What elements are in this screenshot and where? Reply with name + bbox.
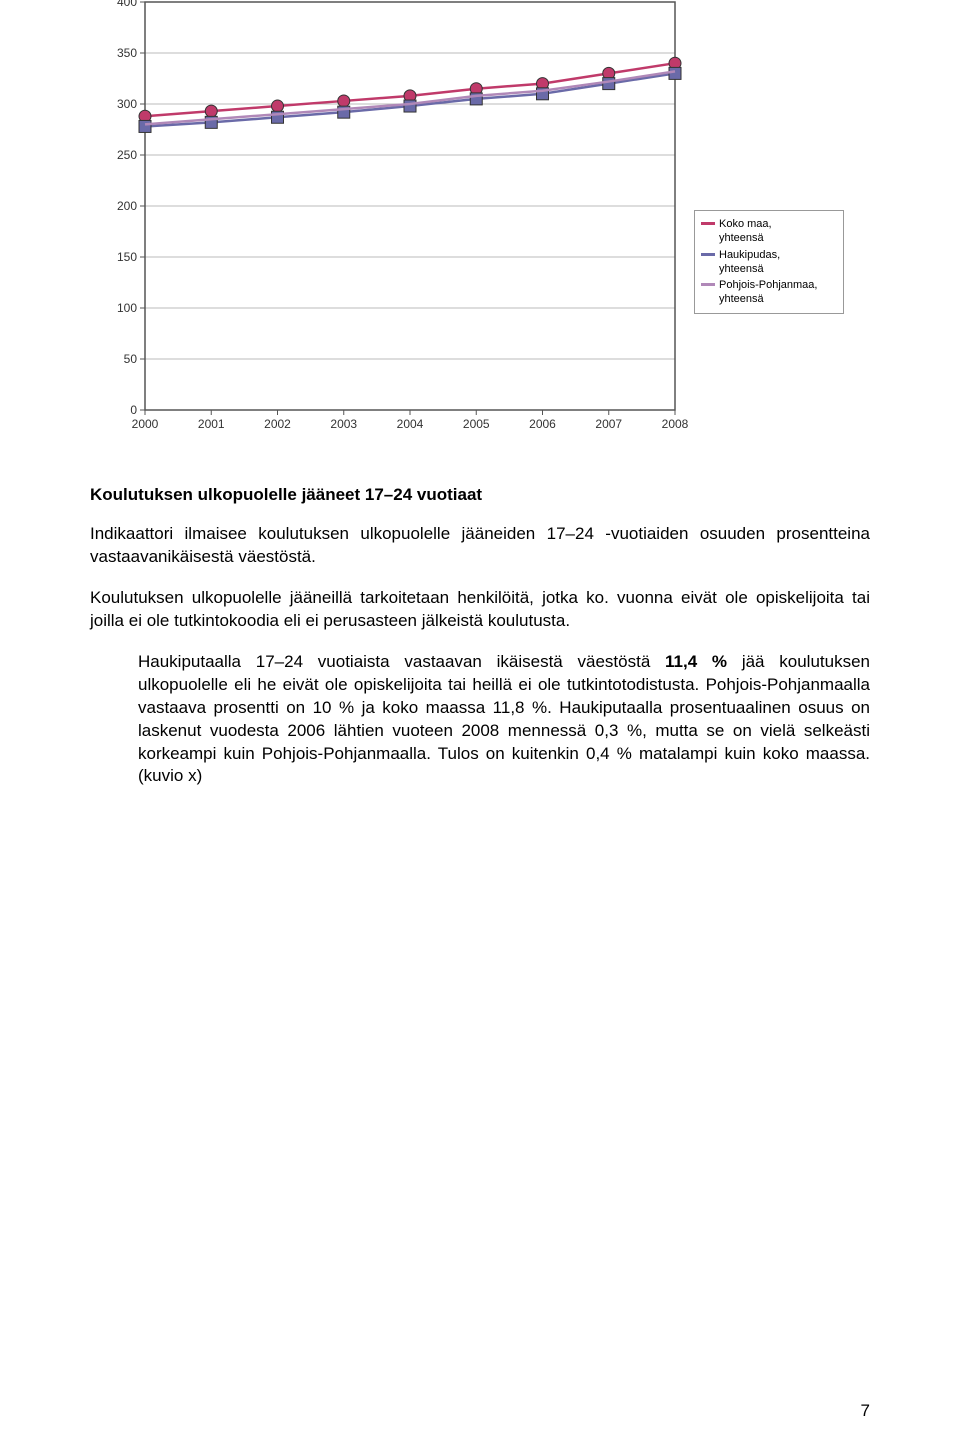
p3-pre: Haukiputaalla 17–24 vuotiaista vastaavan… [138, 652, 665, 671]
paragraph-1: Indikaattori ilmaisee koulutuksen ulkopu… [90, 523, 870, 569]
svg-text:150: 150 [117, 250, 137, 264]
svg-text:2002: 2002 [264, 417, 291, 431]
svg-text:350: 350 [117, 46, 137, 60]
legend-label: Pohjois-Pohjanmaa, yhteensä [719, 278, 817, 307]
section-heading: Koulutuksen ulkopuolelle jääneet 17–24 v… [90, 485, 870, 505]
legend-label: Koko maa, yhteensä [719, 217, 772, 246]
p3-bold-value: 11,4 % [665, 652, 727, 671]
svg-text:100: 100 [117, 301, 137, 315]
paragraph-3: Haukiputaalla 17–24 vuotiaista vastaavan… [138, 651, 870, 789]
svg-text:0: 0 [130, 403, 137, 417]
svg-text:2000: 2000 [132, 417, 159, 431]
legend-item: Koko maa, yhteensä [701, 217, 837, 246]
svg-text:2004: 2004 [397, 417, 424, 431]
svg-text:2001: 2001 [198, 417, 225, 431]
paragraph-2: Koulutuksen ulkopuolelle jääneillä tarko… [90, 587, 870, 633]
page-number: 7 [861, 1401, 870, 1421]
p3-post: jää koulutuksen ulkopuolelle eli he eivä… [138, 652, 870, 786]
legend-item: Pohjois-Pohjanmaa, yhteensä [701, 278, 837, 307]
svg-text:2006: 2006 [529, 417, 556, 431]
svg-text:2008: 2008 [662, 417, 689, 431]
svg-text:2007: 2007 [595, 417, 622, 431]
chart-svg: 0 50 100 150 200 250 300 350 400 2000 2001 2002 2003… [90, 0, 690, 440]
legend-swatch [701, 253, 715, 256]
legend-swatch [701, 283, 715, 286]
legend-swatch [701, 222, 715, 225]
chart-legend: Koko maa, yhteensäHaukipudas, yhteensäPo… [694, 210, 844, 314]
svg-text:50: 50 [124, 352, 138, 366]
svg-text:300: 300 [117, 97, 137, 111]
legend-label: Haukipudas, yhteensä [719, 248, 780, 277]
svg-text:400: 400 [117, 0, 137, 9]
legend-item: Haukipudas, yhteensä [701, 248, 837, 277]
svg-text:200: 200 [117, 199, 137, 213]
svg-text:250: 250 [117, 148, 137, 162]
svg-text:2005: 2005 [463, 417, 490, 431]
line-chart: 0 50 100 150 200 250 300 350 400 2000 2001 2002 2003… [90, 0, 690, 445]
svg-text:2003: 2003 [330, 417, 357, 431]
chart-row: 0 50 100 150 200 250 300 350 400 2000 2001 2002 2003… [90, 0, 870, 445]
